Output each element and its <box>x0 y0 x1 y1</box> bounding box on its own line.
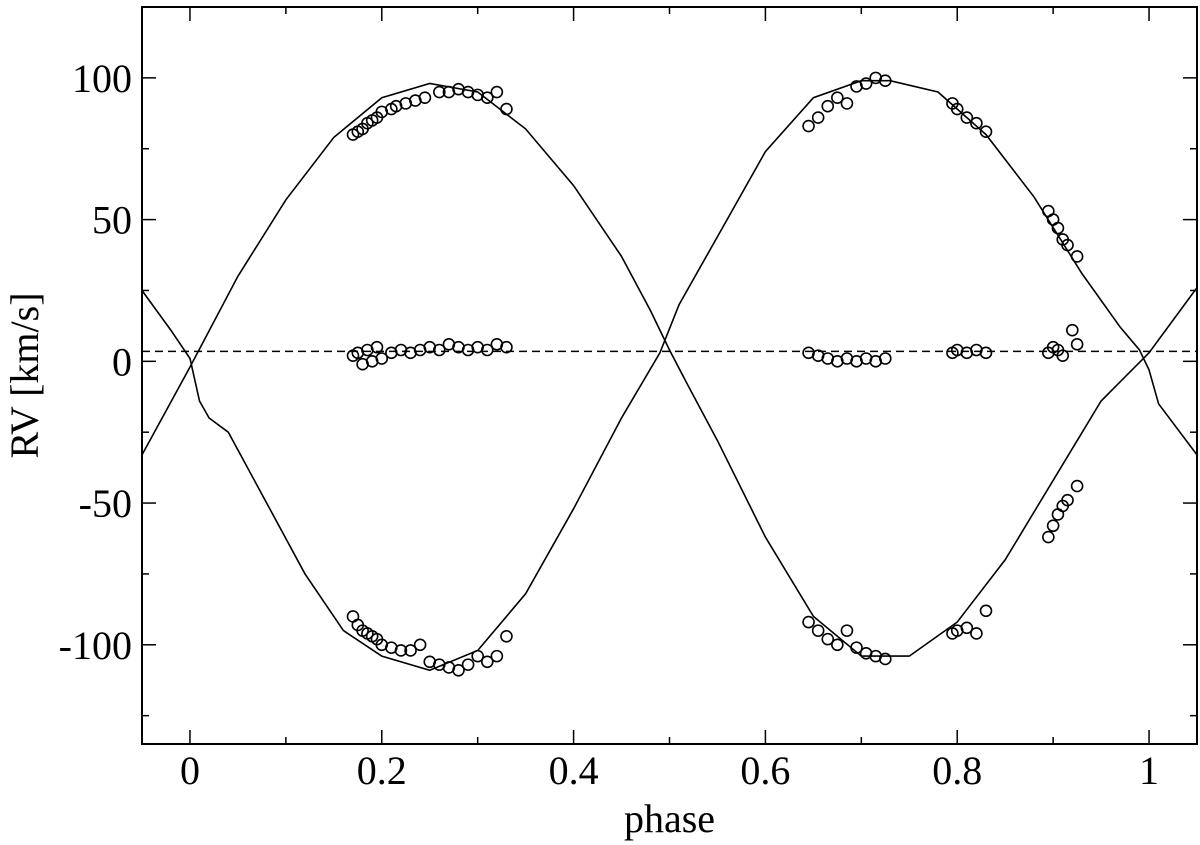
data-point <box>471 649 484 663</box>
plot-frame <box>141 6 1198 745</box>
model-curves <box>141 79 1198 672</box>
x-axis-title: phase <box>624 796 715 841</box>
y-tick-label: -50 <box>79 481 132 526</box>
data-point <box>850 641 863 654</box>
data-point <box>811 111 825 124</box>
x-tick-label: 1 <box>1139 748 1159 793</box>
data-point <box>1070 338 1084 351</box>
data-point <box>831 91 844 105</box>
x-tick-label: 0 <box>180 748 200 793</box>
data-point <box>1056 349 1070 362</box>
model-curve-2 <box>141 79 1198 672</box>
data-point <box>490 649 504 663</box>
x-tick-label: 0.2 <box>357 748 407 793</box>
data-point <box>413 638 427 652</box>
data-point <box>970 627 983 640</box>
data-point <box>979 346 993 360</box>
data-point <box>1046 519 1060 533</box>
data-point <box>1070 250 1084 263</box>
data-point <box>404 644 417 657</box>
data-point <box>859 77 873 90</box>
x-tick-label: 0.4 <box>549 748 599 793</box>
data-point <box>1042 530 1055 544</box>
data-point <box>970 116 983 130</box>
y-axis-title: RV [km/s] <box>2 292 47 458</box>
y-tick-label: 100 <box>72 56 132 101</box>
data-point <box>500 340 513 354</box>
data-point <box>394 644 408 657</box>
y-tick-labels: 100 50 0 -50 -100 <box>59 56 132 668</box>
data-point <box>821 632 835 646</box>
data-point <box>480 655 494 669</box>
y-tick-label: -100 <box>59 623 132 668</box>
data-point <box>375 352 389 365</box>
data-point <box>370 340 384 354</box>
data-point <box>500 629 513 643</box>
data-point <box>878 652 892 666</box>
data-point <box>500 102 513 116</box>
data-point <box>480 91 494 105</box>
data-point <box>979 125 993 139</box>
data-point <box>960 621 974 635</box>
data-point <box>480 343 494 357</box>
x-tick-label: 0.6 <box>740 748 790 793</box>
data-points <box>346 71 1084 677</box>
data-point <box>433 85 446 99</box>
data-point <box>461 658 475 671</box>
data-point <box>811 624 825 637</box>
axis-ticks <box>142 6 1197 744</box>
data-point <box>802 615 815 629</box>
data-point <box>418 91 432 105</box>
data-point <box>821 99 835 113</box>
data-point <box>840 97 854 110</box>
data-point <box>433 343 446 357</box>
data-point <box>1066 323 1079 337</box>
y-tick-label: 50 <box>92 198 132 243</box>
data-point <box>1070 479 1084 493</box>
y-tick-label: 0 <box>112 339 132 384</box>
data-point <box>960 111 974 124</box>
data-point <box>979 604 993 618</box>
data-point <box>802 119 815 133</box>
model-curve-1 <box>141 82 1198 657</box>
data-point <box>1061 493 1074 507</box>
data-point <box>840 624 854 637</box>
data-point <box>490 85 504 99</box>
data-point <box>1051 221 1065 235</box>
data-point <box>831 638 844 652</box>
data-point <box>1061 238 1074 252</box>
data-point <box>452 663 465 677</box>
data-point <box>950 102 964 116</box>
data-point <box>878 352 892 365</box>
data-point <box>878 74 892 87</box>
x-tick-label: 0.8 <box>932 748 982 793</box>
x-tick-labels: 0 0.2 0.4 0.6 0.8 1 <box>180 748 1159 793</box>
